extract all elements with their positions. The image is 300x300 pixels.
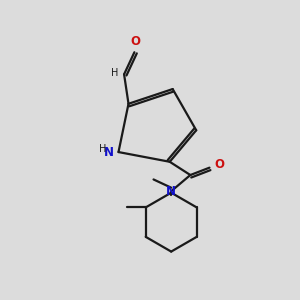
Text: O: O <box>214 158 224 171</box>
Text: H: H <box>99 144 106 154</box>
Text: O: O <box>131 35 141 48</box>
Text: N: N <box>104 146 114 159</box>
Text: H: H <box>111 68 119 78</box>
Text: N: N <box>166 185 176 198</box>
